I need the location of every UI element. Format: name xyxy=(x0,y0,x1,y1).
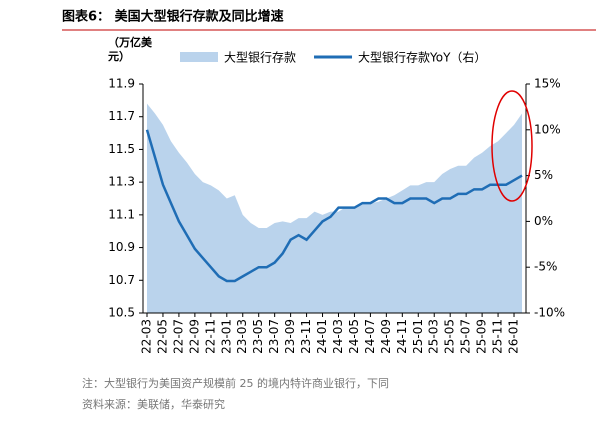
x-tick-label: 22-03 xyxy=(140,319,154,354)
x-tick-label: 25-01 xyxy=(411,319,425,354)
x-tick-label: 24-09 xyxy=(379,319,393,354)
x-tick-label: 23-09 xyxy=(283,319,297,354)
x-tick-label: 25-03 xyxy=(427,319,441,354)
x-tick-label: 22-11 xyxy=(203,319,217,354)
highlight-ellipse xyxy=(491,90,533,202)
x-tick-label: 22-07 xyxy=(171,319,185,354)
y2-tick-label: 0% xyxy=(534,214,553,228)
y-axis-label: （万亿美元） xyxy=(108,36,152,63)
y-tick-label: 11.7 xyxy=(108,109,135,123)
x-tick-label: 25-05 xyxy=(443,319,457,354)
x-tick-label: 22-05 xyxy=(155,319,169,354)
y2-tick-label: -5% xyxy=(534,260,557,274)
x-tick-label: 22-09 xyxy=(187,319,201,354)
x-tick-label: 25-07 xyxy=(459,319,473,354)
y2-tick-label: 5% xyxy=(534,168,553,182)
y-tick-label: 11.1 xyxy=(108,207,135,221)
x-tick-label: 23-11 xyxy=(299,319,313,354)
note: 注：大型银行为美国资产规模前 25 的境内特许商业银行，下同 xyxy=(82,376,389,390)
x-tick-label: 24-01 xyxy=(315,319,329,354)
legend-swatch xyxy=(180,52,218,62)
x-tick-label: 24-11 xyxy=(395,319,409,354)
legend-label: 大型银行存款 xyxy=(224,51,296,65)
source: 资料来源：美联储，华泰研究 xyxy=(82,397,225,411)
y2-tick-label: 10% xyxy=(534,122,561,136)
y-tick-label: 11.5 xyxy=(108,142,135,156)
y-tick-label: 10.5 xyxy=(108,306,135,320)
y2-tick-label: 15% xyxy=(534,77,561,91)
x-tick-label: 24-05 xyxy=(347,319,361,354)
x-tick-label: 23-03 xyxy=(235,319,249,354)
x-tick-label: 25-11 xyxy=(491,319,505,354)
x-tick-label: 25-09 xyxy=(475,319,489,354)
x-tick-label: 26-01 xyxy=(507,319,521,354)
x-tick-label: 23-07 xyxy=(267,319,281,354)
line xyxy=(145,129,523,283)
y-tick-label: 11.3 xyxy=(108,175,135,189)
y-tick-label: 10.7 xyxy=(108,273,135,287)
x-tick-label: 24-03 xyxy=(331,319,345,354)
x-tick-label: 24-07 xyxy=(363,319,377,354)
y2-tick-label: -10% xyxy=(534,306,565,320)
y-tick-label: 11.9 xyxy=(108,77,135,91)
legend-label: 大型银行存款YoY（右） xyxy=(358,50,486,65)
chart-title: 图表6： 美国大型银行存款及同比增速 xyxy=(62,9,284,25)
x-tick-label: 23-05 xyxy=(251,319,265,354)
y-tick-label: 10.9 xyxy=(108,240,135,254)
x-tick-label: 23-01 xyxy=(219,319,233,354)
area xyxy=(147,103,522,313)
